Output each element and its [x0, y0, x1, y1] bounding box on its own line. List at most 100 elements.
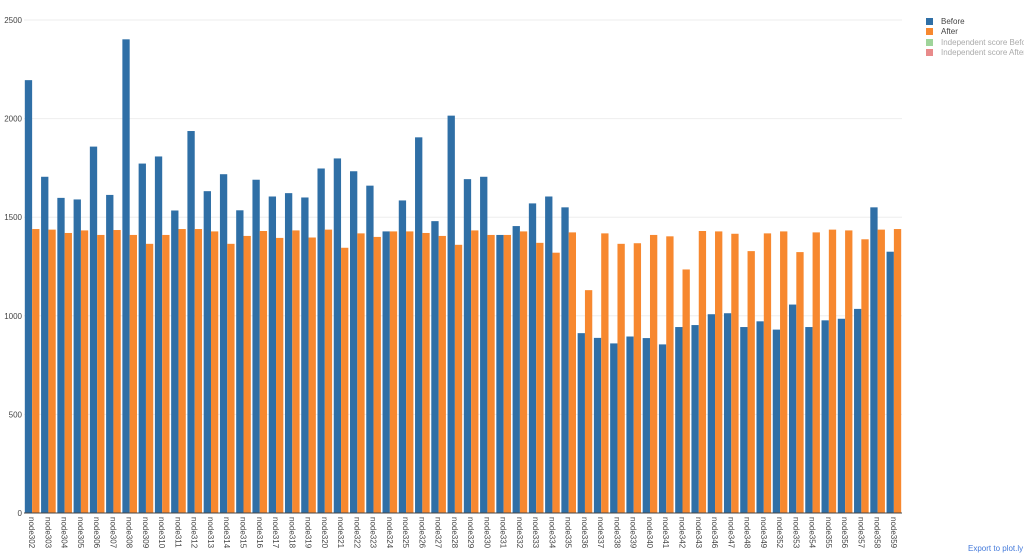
bar-before-node325[interactable] — [398, 200, 407, 514]
bar-before-node332[interactable] — [512, 226, 520, 513]
bar-after-node315[interactable] — [243, 235, 251, 513]
bar-before-node339[interactable] — [626, 336, 634, 513]
bar-after-node341[interactable] — [666, 236, 674, 513]
bar-before-node311[interactable] — [171, 210, 179, 514]
bar-before-node314[interactable] — [219, 174, 228, 514]
bar-before-node340[interactable] — [642, 338, 650, 513]
bar-before-node318[interactable] — [284, 193, 293, 513]
export-to-plotly-link[interactable]: Export to plot.ly » — [968, 544, 1024, 553]
bar-after-node318[interactable] — [292, 230, 300, 513]
bar-after-node355[interactable] — [828, 229, 837, 513]
bar-before-node328[interactable] — [447, 115, 455, 513]
bar-after-node328[interactable] — [454, 244, 463, 514]
bar-after-node306[interactable] — [97, 234, 105, 513]
bar-before-node342[interactable] — [675, 327, 683, 513]
bar-after-node358[interactable] — [877, 229, 885, 513]
bar-after-node332[interactable] — [519, 231, 528, 513]
bar-before-node312[interactable] — [187, 131, 195, 513]
bar-before-node305[interactable] — [73, 199, 81, 513]
bar-before-node331[interactable] — [496, 234, 504, 513]
bar-after-node309[interactable] — [145, 243, 154, 513]
bar-before-node304[interactable] — [57, 197, 65, 514]
bar-after-node303[interactable] — [48, 229, 56, 513]
bar-before-node352[interactable] — [772, 329, 781, 513]
bar-before-node355[interactable] — [821, 320, 829, 513]
bar-after-node304[interactable] — [64, 232, 72, 513]
bar-after-node308[interactable] — [129, 234, 138, 513]
bar-after-node311[interactable] — [178, 229, 186, 514]
bar-after-node327[interactable] — [438, 235, 446, 513]
bar-after-node339[interactable] — [633, 243, 642, 513]
bar-after-node326[interactable] — [422, 232, 430, 513]
bar-before-node320[interactable] — [317, 168, 325, 514]
bar-after-node346[interactable] — [715, 231, 723, 513]
bar-after-node316[interactable] — [259, 231, 268, 513]
bar-after-node359[interactable] — [893, 229, 902, 514]
bar-before-node303[interactable] — [41, 176, 49, 514]
bar-before-node323[interactable] — [366, 185, 374, 513]
bar-after-node314[interactable] — [227, 243, 235, 513]
bar-after-node312[interactable] — [194, 229, 203, 514]
bar-after-node320[interactable] — [324, 229, 333, 513]
bar-after-node319[interactable] — [308, 237, 316, 513]
bar-before-node348[interactable] — [740, 327, 748, 513]
bar-before-node337[interactable] — [593, 337, 602, 513]
bar-after-node343[interactable] — [698, 231, 707, 513]
legend-item[interactable]: Before — [926, 16, 1024, 27]
bar-before-node315[interactable] — [236, 210, 244, 513]
bar-after-node322[interactable] — [357, 233, 365, 513]
bar-after-node313[interactable] — [210, 231, 219, 513]
bar-after-node324[interactable] — [389, 231, 398, 513]
bar-after-node323[interactable] — [373, 236, 381, 514]
bar-after-node321[interactable] — [341, 247, 349, 514]
bar-before-node310[interactable] — [154, 156, 163, 513]
legend-item[interactable]: After — [926, 27, 1024, 38]
bar-before-node341[interactable] — [658, 344, 667, 513]
bar-after-node337[interactable] — [601, 233, 609, 513]
bar-after-node338[interactable] — [617, 243, 625, 513]
bar-before-node330[interactable] — [480, 176, 488, 514]
bar-before-node347[interactable] — [723, 313, 732, 513]
bar-after-node307[interactable] — [113, 230, 121, 513]
bar-before-node357[interactable] — [854, 308, 862, 513]
bar-before-node346[interactable] — [707, 314, 716, 513]
bar-before-node324[interactable] — [382, 231, 390, 513]
bar-series[interactable] — [24, 39, 902, 514]
bar-before-node326[interactable] — [415, 137, 423, 514]
bar-after-node331[interactable] — [503, 234, 511, 513]
bar-after-node336[interactable] — [584, 290, 593, 513]
bar-after-node340[interactable] — [649, 234, 658, 513]
bar-after-node329[interactable] — [471, 230, 479, 513]
bar-before-node358[interactable] — [870, 207, 878, 513]
bar-after-node317[interactable] — [276, 237, 284, 513]
bar-before-node329[interactable] — [463, 179, 472, 514]
bar-after-node342[interactable] — [682, 269, 690, 513]
bar-before-node359[interactable] — [886, 251, 894, 513]
bar-after-node353[interactable] — [796, 252, 804, 513]
bar-after-node349[interactable] — [763, 233, 772, 513]
bar-before-node313[interactable] — [203, 191, 211, 513]
bar-before-node309[interactable] — [138, 163, 146, 514]
bar-before-node306[interactable] — [89, 146, 98, 513]
bar-before-node354[interactable] — [805, 327, 813, 513]
bar-before-node338[interactable] — [610, 343, 618, 513]
bar-after-node357[interactable] — [861, 239, 869, 513]
bar-before-node319[interactable] — [301, 197, 309, 514]
bar-before-node356[interactable] — [837, 318, 846, 513]
bar-after-node334[interactable] — [552, 252, 560, 514]
bar-after-node302[interactable] — [32, 229, 40, 514]
bar-after-node348[interactable] — [747, 251, 755, 513]
bar-before-node334[interactable] — [545, 196, 553, 513]
legend-item[interactable]: Independent score Before — [926, 37, 1024, 48]
bar-after-node310[interactable] — [162, 234, 170, 513]
bar-before-node317[interactable] — [268, 196, 277, 513]
legend-item[interactable]: Independent score After — [926, 48, 1024, 59]
bar-before-node349[interactable] — [756, 321, 764, 513]
bar-before-node336[interactable] — [577, 333, 585, 513]
bar-before-node316[interactable] — [252, 179, 260, 513]
bar-after-node333[interactable] — [536, 242, 544, 513]
bar-before-node302[interactable] — [24, 80, 33, 514]
bar-before-node308[interactable] — [122, 39, 130, 514]
bar-after-node330[interactable] — [487, 234, 495, 513]
bar-before-node327[interactable] — [431, 221, 439, 514]
